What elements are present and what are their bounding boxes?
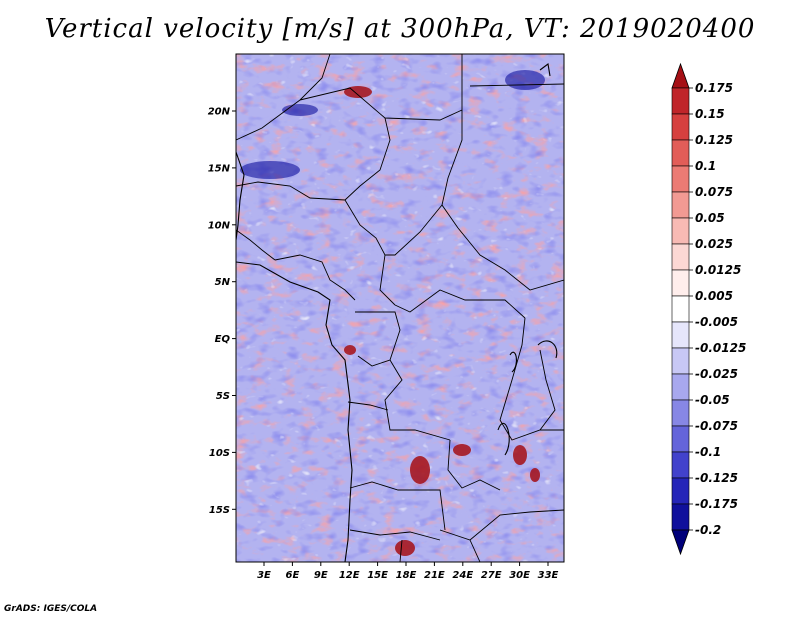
colorbar-label: -0.025 bbox=[695, 367, 738, 381]
lat-label: 10S bbox=[209, 448, 230, 459]
colorbar-swatch bbox=[671, 191, 690, 219]
colorbar-label: -0.05 bbox=[695, 393, 730, 407]
lon-label: 24E bbox=[452, 570, 473, 581]
colorbar: 0.175 0.15 0.125 0.1 0.075 0.05 0.025 0.0125 0.0… bbox=[671, 62, 746, 556]
colorbar-swatch bbox=[671, 217, 690, 245]
lon-label: 30E bbox=[509, 570, 530, 581]
colorbar-label: -0.005 bbox=[695, 315, 738, 329]
colorbar-label: -0.125 bbox=[695, 471, 738, 485]
field-white-streaks bbox=[236, 54, 564, 562]
colorbar-label: 0.175 bbox=[695, 81, 733, 95]
colorbar-swatch bbox=[671, 295, 690, 323]
colorbar-swatch bbox=[671, 373, 690, 401]
lon-label: 9E bbox=[314, 570, 328, 581]
lat-label: 5N bbox=[215, 277, 231, 288]
colorbar-label: 0.005 bbox=[695, 289, 733, 303]
colorbar-swatch bbox=[671, 321, 690, 349]
colorbar-label: 0.1 bbox=[695, 159, 716, 173]
colorbar-label: 0.05 bbox=[695, 211, 725, 225]
colorbar-top-arrow bbox=[671, 62, 690, 89]
lat-label: 20N bbox=[208, 107, 231, 118]
colorbar-label: 0.15 bbox=[695, 107, 725, 121]
lat-label: EQ bbox=[215, 334, 231, 345]
grads-credit: GrADS: IGES/COLA bbox=[4, 604, 98, 614]
map-plot-area bbox=[236, 54, 564, 562]
lat-label: 15S bbox=[209, 505, 230, 516]
map-frame bbox=[235, 53, 565, 563]
colorbar-label: 0.125 bbox=[695, 133, 733, 147]
colorbar-swatch bbox=[671, 165, 690, 193]
lon-label: 18E bbox=[396, 570, 417, 581]
colorbar-label: 0.075 bbox=[695, 185, 733, 199]
lon-label: 3E bbox=[257, 570, 271, 581]
latitude-axis: 20N 15N 10N 5N EQ 5S 10S 15S bbox=[208, 107, 236, 516]
colorbar-swatch bbox=[671, 87, 690, 115]
colorbar-bottom-arrow bbox=[671, 529, 690, 556]
colorbar-swatch bbox=[671, 477, 690, 505]
colorbar-label: -0.075 bbox=[695, 419, 738, 433]
colorbar-label: 0.0125 bbox=[695, 263, 741, 277]
colorbar-swatch bbox=[671, 269, 690, 297]
lon-label: 21E bbox=[424, 570, 445, 581]
lat-label: 15N bbox=[208, 163, 231, 174]
coastlines bbox=[236, 63, 558, 562]
colorbar-swatch bbox=[671, 243, 690, 271]
lat-label: 10N bbox=[208, 220, 231, 231]
colorbar-label: -0.1 bbox=[695, 445, 721, 459]
lon-label: 6E bbox=[286, 570, 300, 581]
colorbar-label: -0.2 bbox=[695, 523, 721, 537]
colorbar-swatch bbox=[671, 425, 690, 453]
colorbar-label: -0.175 bbox=[695, 497, 738, 511]
lat-label: 5S bbox=[216, 391, 230, 402]
colorbar-label: -0.0125 bbox=[695, 341, 746, 355]
lon-label: 33E bbox=[538, 570, 559, 581]
colorbar-swatch bbox=[671, 503, 690, 531]
colorbar-swatch bbox=[671, 139, 690, 167]
lon-label: 27E bbox=[481, 570, 502, 581]
map-title: Vertical velocity [m/s] at 300hPa, VT: 2… bbox=[44, 14, 756, 44]
colorbar-swatch bbox=[671, 399, 690, 427]
colorbar-label: 0.025 bbox=[695, 237, 733, 251]
colorbar-swatch bbox=[671, 113, 690, 141]
colorbar-swatch bbox=[671, 347, 690, 375]
lon-label: 12E bbox=[339, 570, 360, 581]
country-borders bbox=[236, 54, 564, 562]
lon-label: 15E bbox=[367, 570, 388, 581]
longitude-axis: 3E 6E 9E 12E 15E 18E 21E 24E 27E 30E 33E bbox=[257, 562, 559, 581]
colorbar-swatch bbox=[671, 451, 690, 479]
